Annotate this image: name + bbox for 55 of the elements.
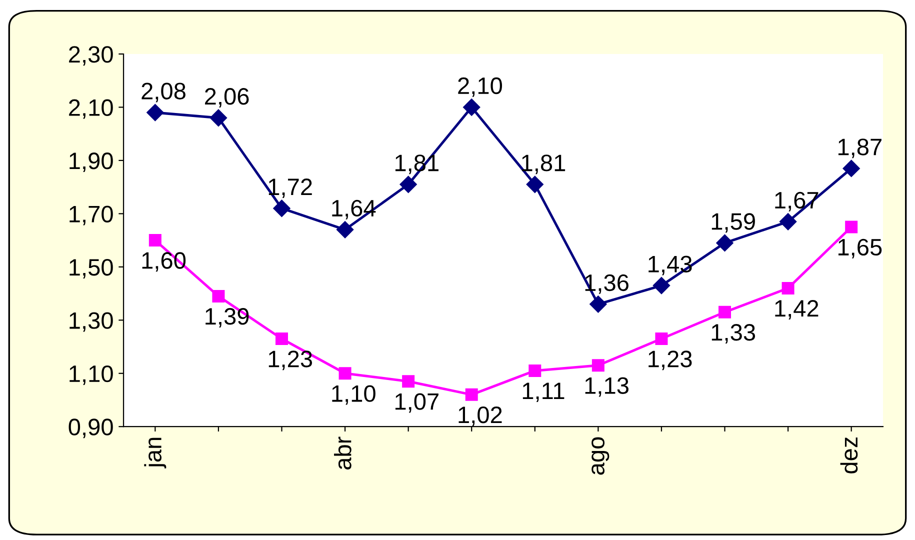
point <box>782 282 794 294</box>
data-label: 1,10 <box>332 385 376 405</box>
data-label: 1,07 <box>395 393 438 413</box>
data-label: 1,59 <box>712 213 755 233</box>
x-tick-label: dez <box>840 437 858 474</box>
point <box>210 109 228 126</box>
data-label: 2,06 <box>205 88 249 108</box>
point <box>652 276 670 294</box>
data-label: 1,81 <box>522 154 566 174</box>
point <box>148 234 162 247</box>
point <box>526 176 544 193</box>
point <box>273 200 290 217</box>
data-label: 1,65 <box>838 238 882 258</box>
data-label: 1,33 <box>712 324 756 344</box>
data-label: 1,11 <box>522 382 564 402</box>
data-label: 1,02 <box>458 406 502 426</box>
point <box>212 290 225 302</box>
x-tick-label: abr <box>334 436 352 470</box>
data-label: 1,42 <box>775 300 818 320</box>
y-tick-label: 2,10 <box>69 99 113 119</box>
point <box>402 375 415 388</box>
y-tick-label: 2,30 <box>69 46 113 66</box>
point <box>400 176 417 193</box>
data-label: 1,43 <box>648 256 692 276</box>
data-label: 1,39 <box>206 308 249 328</box>
point <box>718 306 732 318</box>
point <box>842 160 860 177</box>
point <box>336 221 354 238</box>
data-label: 1,87 <box>838 138 882 158</box>
y-tick-label: 0,90 <box>68 418 113 438</box>
y-tick-label: 1,10 <box>70 365 113 385</box>
x-tick-label: jan <box>144 438 166 468</box>
data-label: 1,23 <box>268 350 312 370</box>
y-tick-label: 1,70 <box>70 206 113 226</box>
point <box>592 359 604 372</box>
point <box>845 220 858 234</box>
point <box>275 332 288 346</box>
point <box>146 104 164 122</box>
y-tick-label: 1,50 <box>70 258 113 278</box>
data-label: 2,08 <box>142 82 186 102</box>
data-label: 1,23 <box>648 350 692 370</box>
data-label: 1,13 <box>585 377 628 397</box>
point <box>463 98 480 116</box>
data-label: 1,72 <box>268 178 312 198</box>
point <box>590 296 607 313</box>
y-tick-label: 1,90 <box>70 152 113 172</box>
point <box>716 234 734 252</box>
point <box>465 388 478 401</box>
point <box>528 364 542 377</box>
point <box>779 213 797 230</box>
y-tick-label: 1,30 <box>70 312 113 332</box>
point <box>655 332 668 346</box>
point <box>338 367 352 380</box>
x-tick-label: ago <box>592 437 610 475</box>
data-label: 2,10 <box>458 77 502 97</box>
